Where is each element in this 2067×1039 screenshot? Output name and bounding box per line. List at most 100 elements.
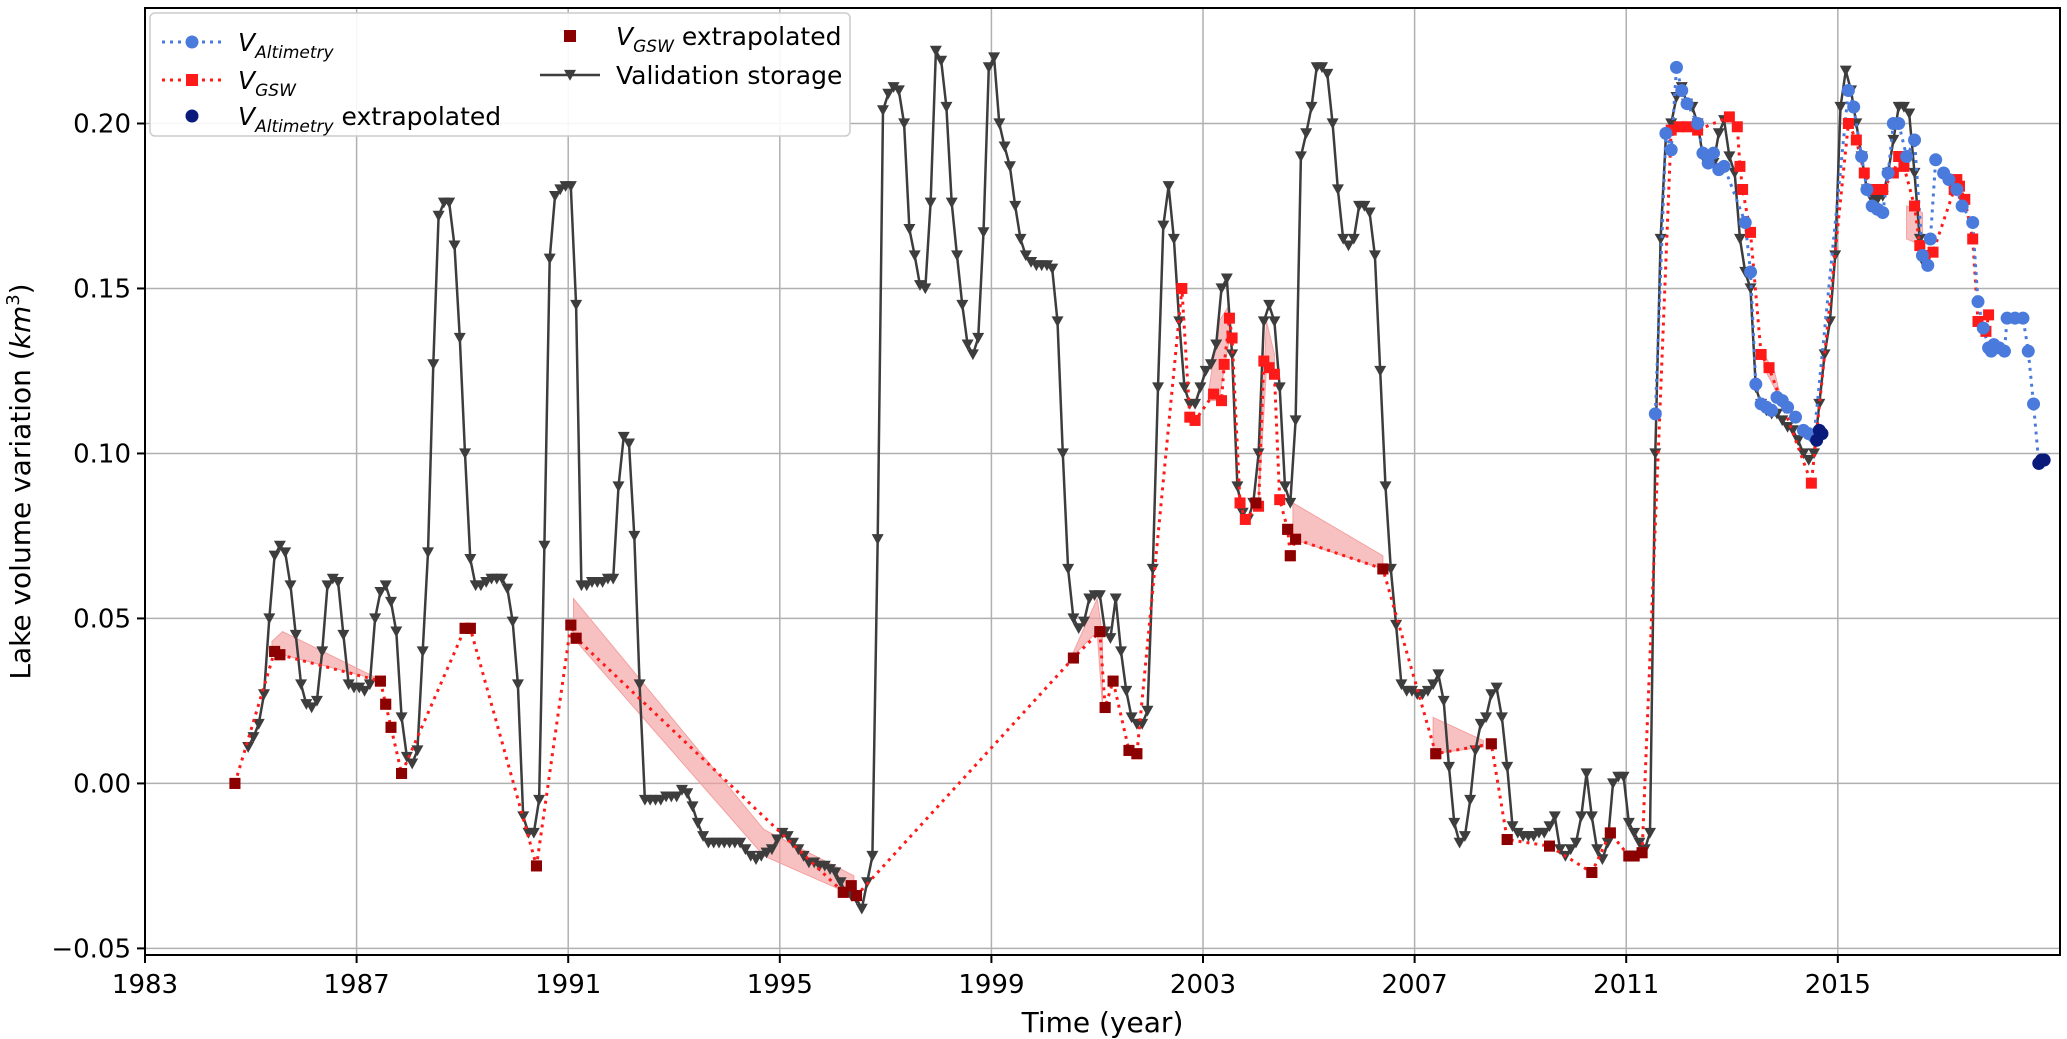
validation-point: [353, 682, 366, 694]
validation-point: [940, 101, 953, 113]
validation-point: [1109, 593, 1122, 605]
gsw-extrapolated-point: [1544, 840, 1556, 852]
legend-label-subscript: Altimetry: [254, 43, 334, 63]
validation-point: [1887, 134, 1900, 146]
validation-point: [913, 280, 926, 291]
legend-marker: [185, 109, 199, 123]
validation-point: [1189, 398, 1202, 410]
altimetry-point: [1971, 295, 1985, 309]
gsw-point: [1268, 368, 1280, 380]
gsw-point: [1745, 226, 1757, 238]
altimetry-extrapolated-point: [2037, 453, 2051, 467]
validation-point: [1199, 365, 1212, 377]
validation-point: [617, 431, 630, 443]
validation-point: [1712, 128, 1725, 140]
validation-point: [1633, 837, 1646, 849]
gsw-extrapolated-point: [530, 860, 542, 872]
validation-point: [744, 850, 757, 862]
altimetry-point: [1923, 232, 1937, 246]
validation-point: [310, 695, 323, 707]
validation-point: [1194, 382, 1207, 394]
legend-label: VGSW extrapolated: [616, 22, 841, 57]
altimetry-point: [1738, 215, 1752, 229]
validation-point: [453, 332, 466, 344]
x-axis-label: Time (year): [1021, 1006, 1184, 1039]
altimetry-point: [1659, 126, 1673, 140]
altimetry-point: [2021, 344, 2035, 358]
altimetry-point: [1855, 149, 1869, 163]
x-tick-label: 1995: [747, 970, 813, 1000]
x-tick-label: 2011: [1593, 970, 1659, 1000]
validation-point: [384, 596, 397, 608]
legend-marker: [185, 35, 199, 49]
gsw-point: [1274, 494, 1286, 506]
validation-point: [908, 250, 921, 262]
legend-box: [149, 12, 851, 137]
legend-entry-gsw_extrap: VGSW extrapolated: [564, 22, 841, 57]
validation-point: [496, 573, 509, 585]
validation-point: [1257, 316, 1270, 328]
y-tick-label: 0.15: [73, 274, 131, 304]
validation-point: [427, 359, 440, 371]
altimetry-point: [1892, 116, 1906, 130]
validation-point: [337, 629, 350, 641]
validation-point: [268, 550, 281, 562]
validation-point: [443, 197, 456, 209]
validation-point: [945, 197, 958, 209]
gsw-point: [1805, 477, 1817, 489]
validation-point: [612, 481, 625, 493]
validation-point: [1580, 768, 1593, 780]
validation-point: [998, 141, 1011, 153]
altimetry-point: [1847, 100, 1861, 114]
altimetry-point: [1881, 166, 1895, 180]
validation-point: [686, 801, 699, 813]
validation-point: [363, 679, 376, 691]
validation-point: [1326, 118, 1339, 130]
validation-point: [818, 860, 831, 872]
gsw-point: [1972, 315, 1984, 327]
validation-point: [1104, 633, 1117, 644]
validation-point: [332, 577, 345, 588]
altimetry-point: [1915, 248, 1929, 262]
gsw-extrapolated-point: [1107, 675, 1119, 687]
validation-point: [1802, 454, 1815, 466]
validation-point: [1543, 821, 1556, 833]
validation-point: [1601, 837, 1614, 849]
validation-point: [871, 534, 884, 545]
validation-point: [1453, 837, 1466, 849]
validation-point: [1834, 101, 1847, 113]
gsw-point: [1909, 200, 1921, 212]
legend-label-base: V: [616, 22, 635, 51]
validation-point: [1495, 712, 1508, 724]
altimetry-point: [1841, 83, 1855, 97]
validation-point: [882, 88, 895, 100]
legend-entry-gsw: VGSW: [162, 66, 297, 101]
validation-point: [1792, 435, 1805, 446]
altimetry-point: [1691, 116, 1705, 130]
legend-label: VAltimetry extrapolated: [238, 102, 501, 137]
altimetry-point: [1997, 344, 2011, 358]
validation-point: [273, 540, 286, 552]
validation-point: [1331, 184, 1344, 196]
validation-point: [1342, 240, 1355, 252]
gsw-extrapolated-point: [1250, 497, 1262, 509]
validation-point: [390, 626, 403, 638]
x-tick-label: 1987: [324, 970, 390, 1000]
validation-point: [1480, 712, 1493, 724]
validation-point: [1167, 233, 1180, 245]
legend-entry-alt_extrap: VAltimetry extrapolated: [185, 102, 501, 137]
gsw-extrapolated-point: [396, 768, 408, 780]
validation-point: [1622, 817, 1635, 829]
validation-point: [1120, 685, 1133, 697]
validation-point: [1654, 233, 1667, 245]
validation-point: [517, 811, 530, 823]
validation-point: [252, 718, 265, 730]
validation-point: [670, 791, 683, 803]
gsw-extrapolated-point: [1123, 744, 1135, 756]
gsw-point: [1731, 121, 1743, 133]
validation-point: [781, 831, 794, 842]
gsw-point: [1226, 332, 1238, 344]
validation-point: [1464, 794, 1477, 806]
validation-point: [829, 867, 842, 879]
validation-point: [1210, 339, 1223, 351]
